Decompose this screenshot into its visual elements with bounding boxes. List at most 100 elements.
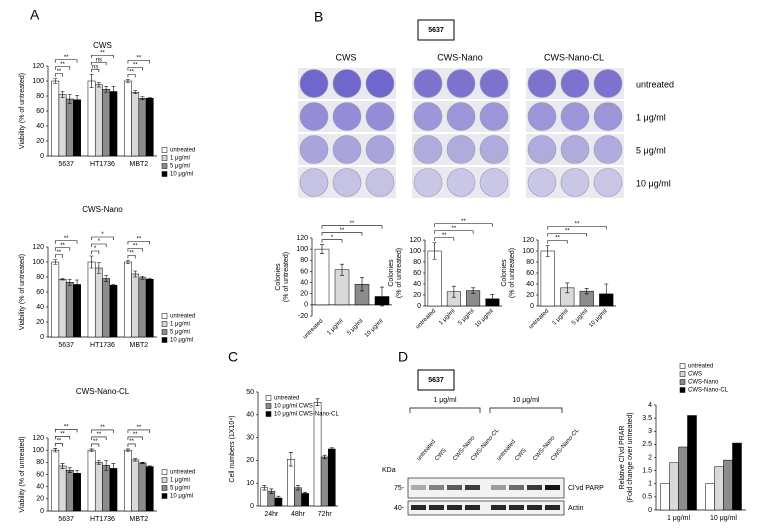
error-bar [60, 91, 65, 98]
significance-bracket [91, 61, 107, 66]
significance-label: ** [60, 431, 65, 437]
band [429, 505, 444, 510]
error-bar [432, 242, 437, 260]
bar [540, 250, 555, 307]
y-tick-label: 0 [40, 508, 44, 515]
legend-label: untreated [170, 148, 195, 154]
y-tick-label: 40 [526, 281, 534, 288]
band-label: Actin [568, 505, 584, 512]
bar [109, 91, 118, 157]
bar [73, 99, 81, 157]
bar [131, 459, 140, 512]
bar [687, 415, 697, 511]
bar [51, 449, 60, 512]
bar [138, 462, 147, 512]
legend-label: 10 μg/ml CWS [274, 404, 313, 410]
y-tick-label: 80 [300, 257, 308, 264]
significance-bracket [127, 60, 151, 64]
bar [660, 483, 670, 511]
well [560, 102, 590, 131]
legend-label: 5 μg/ml [170, 330, 190, 336]
error-bar [296, 485, 300, 491]
well [299, 69, 329, 98]
significance-bracket [91, 429, 114, 433]
well [365, 102, 395, 131]
y-axis-label: Colonies [501, 259, 508, 287]
y-tick-label: 120 [32, 63, 44, 70]
bar [124, 449, 132, 512]
well [593, 102, 623, 131]
significance-bracket [91, 236, 114, 240]
cell-line-box [417, 19, 455, 41]
y-tick-label: 60 [526, 270, 534, 277]
significance-label: ** [452, 226, 457, 232]
significance-label: ** [340, 228, 345, 234]
bar [260, 487, 269, 507]
band-label: Cl'vd PARP [568, 485, 604, 492]
y-axis-label: (% of untreated) [283, 252, 290, 302]
y-tick-label: 20 [36, 138, 44, 145]
error-bar [53, 448, 58, 453]
well [413, 135, 443, 164]
error-bar [451, 285, 456, 298]
error-bar [89, 255, 94, 269]
bar [145, 279, 154, 338]
bar [58, 465, 67, 512]
significance-bracket [127, 74, 136, 78]
legend-label: CWS-Nano-CL [688, 388, 729, 394]
error-bar [276, 495, 281, 501]
bar [94, 267, 103, 338]
y-axis-label: Cell numbers (1X10⁴) [229, 415, 236, 482]
band [465, 485, 480, 490]
lane-label: CWS [514, 448, 528, 463]
significance-bracket [54, 59, 78, 63]
significance-label: ns [92, 64, 98, 70]
bar [65, 282, 74, 338]
x-tick-label: 1 μg/ml [667, 515, 691, 522]
significance-label: ** [93, 439, 98, 445]
legend-swatch [161, 313, 168, 319]
significance-label: * [331, 235, 334, 241]
error-bar [147, 465, 152, 468]
error-bar [147, 278, 152, 281]
error-bar [67, 467, 72, 473]
legend-label: 1 μg/ml [170, 156, 190, 162]
x-tick-label: 5637 [58, 161, 74, 168]
significance-bracket [127, 67, 143, 71]
significance-label: ** [57, 438, 62, 444]
y-tick-label: 0 [250, 503, 254, 510]
error-bar [471, 287, 476, 294]
bar [94, 462, 103, 512]
well [593, 135, 623, 164]
error-bar [53, 78, 58, 84]
significance-label: ** [133, 244, 138, 250]
colony-photos [298, 68, 624, 198]
significance-label: ** [57, 250, 62, 256]
photo [412, 167, 510, 198]
well [413, 168, 443, 197]
y-tick-label: 60 [36, 289, 44, 296]
x-tick-label: 5637 [58, 342, 74, 349]
error-bar [133, 90, 138, 95]
y-tick-label: 4 [648, 402, 652, 409]
well [332, 69, 362, 98]
bar [714, 466, 724, 511]
error-bar [584, 288, 589, 295]
cell-line: 5637 [428, 27, 444, 34]
chart-title: CWS [93, 41, 112, 50]
significance-bracket [54, 429, 78, 433]
error-bar [75, 94, 80, 105]
y-tick-label: 50 [246, 389, 254, 396]
well [299, 168, 329, 197]
y-tick-label: 0 [648, 507, 652, 514]
bar [131, 92, 140, 157]
legend-swatch [679, 387, 686, 393]
bar [73, 473, 81, 512]
legend-label: 1 μg/ml [170, 322, 190, 328]
legend-swatch [161, 155, 168, 161]
significance-label: ** [97, 432, 102, 438]
y-tick-label: 60 [413, 270, 421, 277]
dose-label: 1 μg/ml [433, 397, 457, 404]
well [446, 69, 476, 98]
significance-label: ** [133, 432, 138, 438]
